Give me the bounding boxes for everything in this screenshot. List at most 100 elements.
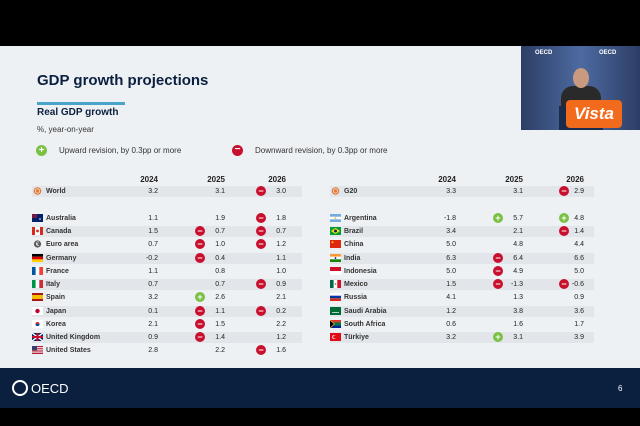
value-2026: 3.9	[574, 334, 584, 341]
table-row: Argentina -1.8 5.7 4.8 + +	[330, 213, 594, 224]
flag-globe-icon	[32, 187, 43, 195]
value-2025: 0.7	[215, 228, 225, 235]
value-2025: 1.0	[215, 241, 225, 248]
legend-upward: + Upward revision, by 0.3pp or more	[36, 145, 181, 156]
table-row: Mexico 1.5 -1.3 -0.6− −	[330, 279, 594, 290]
value-2025: 3.1	[215, 188, 225, 195]
value-2025: 3.1	[513, 188, 523, 195]
value-2025: -1.3	[510, 281, 523, 288]
value-2024: 1.2	[446, 308, 456, 315]
table-row: South Africa 0.6 1.6 1.7	[329, 319, 594, 330]
value-2025: 1.4	[215, 334, 225, 341]
downward-revision-icon: −	[256, 345, 266, 355]
table-row: Italy 0.7 0.7 0.9 −	[32, 279, 302, 290]
downward-revision-icon: −	[493, 279, 503, 289]
table-row: United Kingdom 0.9 1.4 1.2 −	[31, 332, 302, 343]
value-2025: 4.9	[513, 268, 523, 275]
table-subtitle: Real GDP growth	[37, 107, 119, 118]
table-row: Korea 2.1 1.5 2.2 −	[32, 319, 302, 330]
value-2026: 1.6	[276, 347, 286, 354]
flag-globe-icon	[330, 187, 341, 195]
value-2025: 6.4	[513, 255, 523, 262]
value-2024: 2.1	[148, 321, 158, 328]
country-name: United Kingdom	[46, 334, 101, 341]
legend-upward-label: Upward revision, by 0.3pp or more	[59, 146, 182, 155]
table-row: Spain 3.2 2.6 2.1 +	[32, 292, 302, 303]
watermark-logo: Vista	[566, 100, 622, 128]
country-name: World	[46, 188, 66, 195]
value-2024: -1.8	[443, 215, 456, 222]
country-name: Brazil	[344, 228, 364, 235]
value-2025: 1.5	[215, 321, 225, 328]
value-2025: 0.8	[215, 268, 225, 275]
legend-downward-label: Downward revision, by 0.3pp or more	[255, 146, 388, 155]
country-name: Mexico	[344, 281, 368, 288]
value-2025: 0.7	[215, 281, 225, 288]
value-2026: 1.1	[276, 255, 286, 262]
flag-mx-icon	[330, 280, 341, 288]
value-2025: 0.4	[215, 255, 225, 262]
country-name: Euro area	[46, 241, 79, 248]
plus-circle-icon: +	[36, 145, 47, 156]
value-2024: 0.7	[148, 281, 158, 288]
title-underline	[37, 102, 125, 105]
table-row: Türkiye 3.2 3.1 3.9 +	[330, 332, 594, 343]
value-2026: 4.4	[574, 241, 584, 248]
value-2024: 1.5	[148, 228, 158, 235]
country-name: Türkiye	[344, 334, 369, 341]
value-2025: 3.1	[513, 334, 523, 341]
country-name: South Africa	[344, 321, 386, 328]
downward-revision-icon: −	[256, 226, 266, 236]
table-row: China 5.0 4.8 4.4	[330, 239, 594, 250]
downward-revision-icon: −	[195, 319, 205, 329]
value-2026: 6.6	[574, 255, 584, 262]
flag-es-icon	[32, 293, 43, 301]
table-row: Canada 1.5 0.7 0.7 − −	[32, 226, 302, 237]
downward-revision-icon: −	[195, 306, 205, 316]
value-2024: 3.2	[148, 188, 158, 195]
value-2026: 1.4	[574, 228, 584, 235]
value-2024: 3.2	[148, 294, 158, 301]
upward-revision-icon: +	[559, 213, 569, 223]
video-oecd-label-right: OECD	[599, 50, 617, 56]
year-header: 2024	[438, 175, 456, 184]
flag-br-icon	[330, 227, 341, 235]
flag-kr-icon	[32, 320, 43, 328]
table-row: United States 2.8 2.2 1.6 −	[32, 345, 302, 356]
value-2025: 2.2	[215, 347, 225, 354]
country-name: Indonesia	[344, 268, 377, 275]
country-name: United States	[46, 347, 91, 354]
table-row: Russia 4.1 1.3 0.9	[330, 292, 594, 303]
value-2024: 3.4	[446, 228, 456, 235]
upward-revision-icon: +	[493, 332, 503, 342]
downward-revision-icon: −	[256, 279, 266, 289]
country-name: Argentina	[344, 215, 377, 222]
value-2026: -0.6	[571, 281, 584, 288]
year-header: 2025	[505, 175, 523, 184]
country-name: Australia	[46, 215, 76, 222]
flag-tr-icon	[330, 333, 341, 341]
value-2026: 1.7	[574, 321, 584, 328]
value-2024: 6.3	[446, 255, 456, 262]
table-row: Japan 0.1 1.1 0.2 − −	[32, 306, 302, 317]
value-2025: 3.8	[513, 308, 523, 315]
aggregate-row: G20 3.3 3.1 2.9−	[330, 186, 594, 197]
oecd-logo: OECD	[12, 380, 69, 396]
country-name: Canada	[46, 228, 72, 235]
value-2025: 4.8	[513, 241, 523, 248]
flag-it-icon	[32, 280, 43, 288]
table-row: Indonesia 5.0 4.9 5.0 −	[330, 266, 594, 277]
value-2025: 2.6	[215, 294, 225, 301]
downward-revision-icon: −	[195, 239, 205, 249]
year-header: 2025	[207, 175, 225, 184]
minus-circle-icon: −	[232, 145, 243, 156]
value-2024: 5.0	[446, 268, 456, 275]
table-row: France 1.1 0.8 1.0	[32, 266, 302, 277]
table-row: Australia 1.1 1.9 1.8 −	[32, 213, 302, 224]
value-2026: 1.2	[276, 241, 286, 248]
country-name: Spain	[46, 294, 66, 301]
flag-de-icon	[32, 254, 43, 262]
year-header: 2024	[140, 175, 158, 184]
downward-revision-icon: −	[195, 226, 205, 236]
table-row: € Euro area 0.7 1.0 1.2 − −	[32, 239, 302, 250]
